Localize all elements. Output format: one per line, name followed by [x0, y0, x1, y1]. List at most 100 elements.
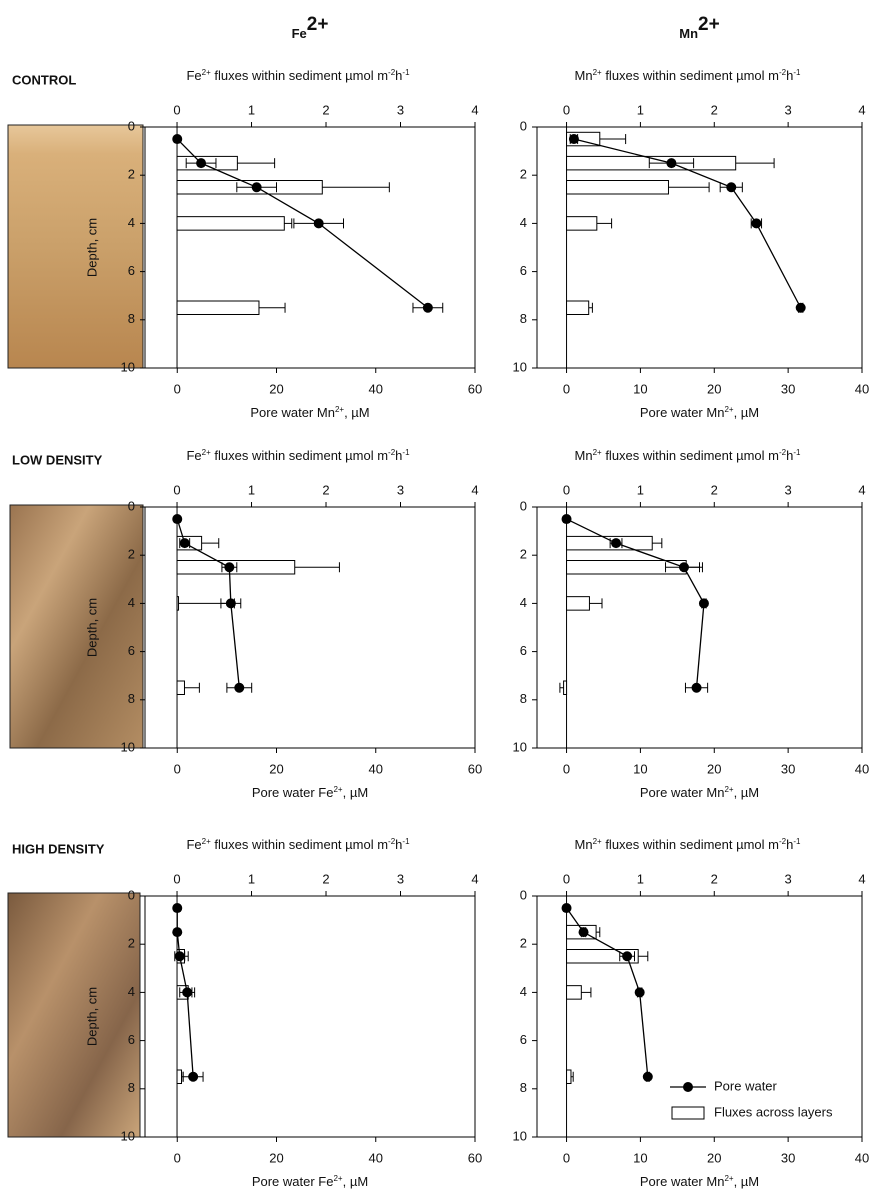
plot-frame [144, 126, 476, 369]
y-tick-label: 10 [513, 359, 527, 374]
y-tick-label: 0 [128, 118, 135, 133]
x-axis-label: Pore water Mn2+, µM [640, 1174, 759, 1190]
y-tick-label: 4 [128, 984, 135, 999]
x-axis-label: Pore water Mn2+, µM [640, 405, 759, 421]
x-tick-label: 0 [174, 761, 181, 776]
y-tick-label: 8 [520, 691, 527, 706]
x-axis-label-part: , µM [343, 785, 369, 800]
pore-water-point [422, 302, 433, 313]
y-tick-label: 6 [128, 643, 135, 658]
x2-axis-label-part: -1 [793, 448, 801, 457]
pore-water-point [698, 598, 709, 609]
x-axis-label-part: , µM [734, 1174, 760, 1189]
x2-axis-label: Mn2+ fluxes within sediment µmol m-2h-1 [575, 448, 801, 464]
x2-axis-label-part: -1 [402, 448, 410, 457]
x2-axis-label-part: Mn [575, 837, 593, 852]
x2-tick-label: 3 [397, 482, 404, 497]
pore-water-point [313, 218, 324, 229]
flux-bar [566, 596, 590, 611]
pore-water-point [795, 302, 806, 313]
x2-axis-label-part: -1 [793, 68, 801, 77]
pore-water-point [751, 218, 762, 229]
x-axis-label: Pore water Mn2+, µM [640, 785, 759, 801]
x-tick-label: 20 [707, 381, 721, 396]
x-tick-label: 60 [468, 1150, 482, 1165]
x2-tick-label: 4 [858, 102, 865, 117]
x-axis-label-part: 2+ [724, 405, 733, 414]
pore-water-point [634, 987, 645, 998]
pore-water-point [578, 927, 589, 938]
x2-axis-label-part: h [786, 68, 793, 83]
x2-axis-label-part: fluxes within sediment µmol m [211, 448, 388, 463]
column-title: Mn2+ [679, 14, 719, 42]
x-axis-label-part: 2+ [724, 1174, 733, 1183]
core-photo [7, 892, 141, 1138]
pore-water-point [234, 682, 245, 693]
x-tick-label: 40 [369, 1150, 383, 1165]
x2-tick-label: 2 [322, 482, 329, 497]
x2-axis-label: Mn2+ fluxes within sediment µmol m-2h-1 [575, 837, 801, 853]
pore-water-point [561, 514, 572, 525]
x2-tick-label: 2 [711, 482, 718, 497]
x2-tick-label: 1 [637, 871, 644, 886]
x2-tick-label: 1 [637, 102, 644, 117]
flux-bar [563, 680, 568, 695]
x2-tick-label: 1 [248, 102, 255, 117]
x2-axis-label-part: -2 [779, 68, 787, 77]
y-tick-label: 10 [513, 1128, 527, 1143]
core-photo [9, 504, 144, 749]
pore-water-point [611, 538, 622, 549]
x-axis-label: Pore water Fe2+, µM [252, 785, 368, 801]
x-tick-label: 40 [855, 381, 869, 396]
x2-tick-label: 4 [471, 871, 478, 886]
pore-water-point [568, 134, 579, 145]
pore-water-point [691, 682, 702, 693]
x-axis-label-part: Pore water Fe [252, 1174, 334, 1189]
x2-axis-label: Mn2+ fluxes within sediment µmol m-2h-1 [575, 68, 801, 84]
x2-axis-label: Fe2+ fluxes within sediment µmol m-2h-1 [186, 837, 410, 853]
y-tick-label: 8 [520, 311, 527, 326]
legend-swatch [671, 1106, 705, 1120]
y-tick-label: 0 [128, 498, 135, 513]
x2-axis-label-part: 2+ [202, 448, 211, 457]
column-title-part: 2+ [698, 14, 720, 35]
pore-water-point [622, 951, 633, 962]
x-tick-label: 20 [707, 1150, 721, 1165]
x2-axis-label-part: Fe [186, 837, 201, 852]
x2-tick-label: 4 [471, 482, 478, 497]
pore-water-point [225, 598, 236, 609]
x-tick-label: 0 [563, 381, 570, 396]
y-tick-label: 2 [520, 936, 527, 951]
y-tick-label: 10 [121, 1128, 135, 1143]
x-tick-label: 60 [468, 381, 482, 396]
y-axis-label: Depth, cm [84, 218, 99, 277]
x2-axis-label-part: -2 [388, 837, 396, 846]
x2-tick-label: 0 [173, 102, 180, 117]
x-axis-label: Pore water Fe2+, µM [252, 1174, 368, 1190]
x2-tick-label: 1 [248, 871, 255, 886]
flux-bar [566, 535, 653, 551]
y-tick-label: 10 [513, 739, 527, 754]
x2-axis-label-part: h [395, 68, 402, 83]
x-tick-label: 40 [369, 761, 383, 776]
y-tick-label: 6 [128, 263, 135, 278]
x2-axis-label-part: Mn [575, 68, 593, 83]
y-tick-label: 4 [128, 215, 135, 230]
y-tick-label: 2 [520, 547, 527, 562]
y-axis-label: Depth, cm [84, 598, 99, 657]
pore-water-point [251, 182, 262, 193]
x-tick-label: 0 [174, 1150, 181, 1165]
x2-axis-label-part: Mn [575, 448, 593, 463]
x-axis-label-part: 2+ [724, 785, 733, 794]
x-tick-label: 40 [855, 761, 869, 776]
y-tick-label: 0 [520, 887, 527, 902]
y-tick-label: 10 [121, 739, 135, 754]
x-tick-label: 60 [468, 761, 482, 776]
core-photo [7, 124, 144, 369]
x2-axis-label-part: h [786, 448, 793, 463]
x2-tick-label: 2 [711, 871, 718, 886]
x-tick-label: 20 [707, 761, 721, 776]
x2-axis-label-part: -2 [388, 448, 396, 457]
pore-water-point [678, 562, 689, 573]
